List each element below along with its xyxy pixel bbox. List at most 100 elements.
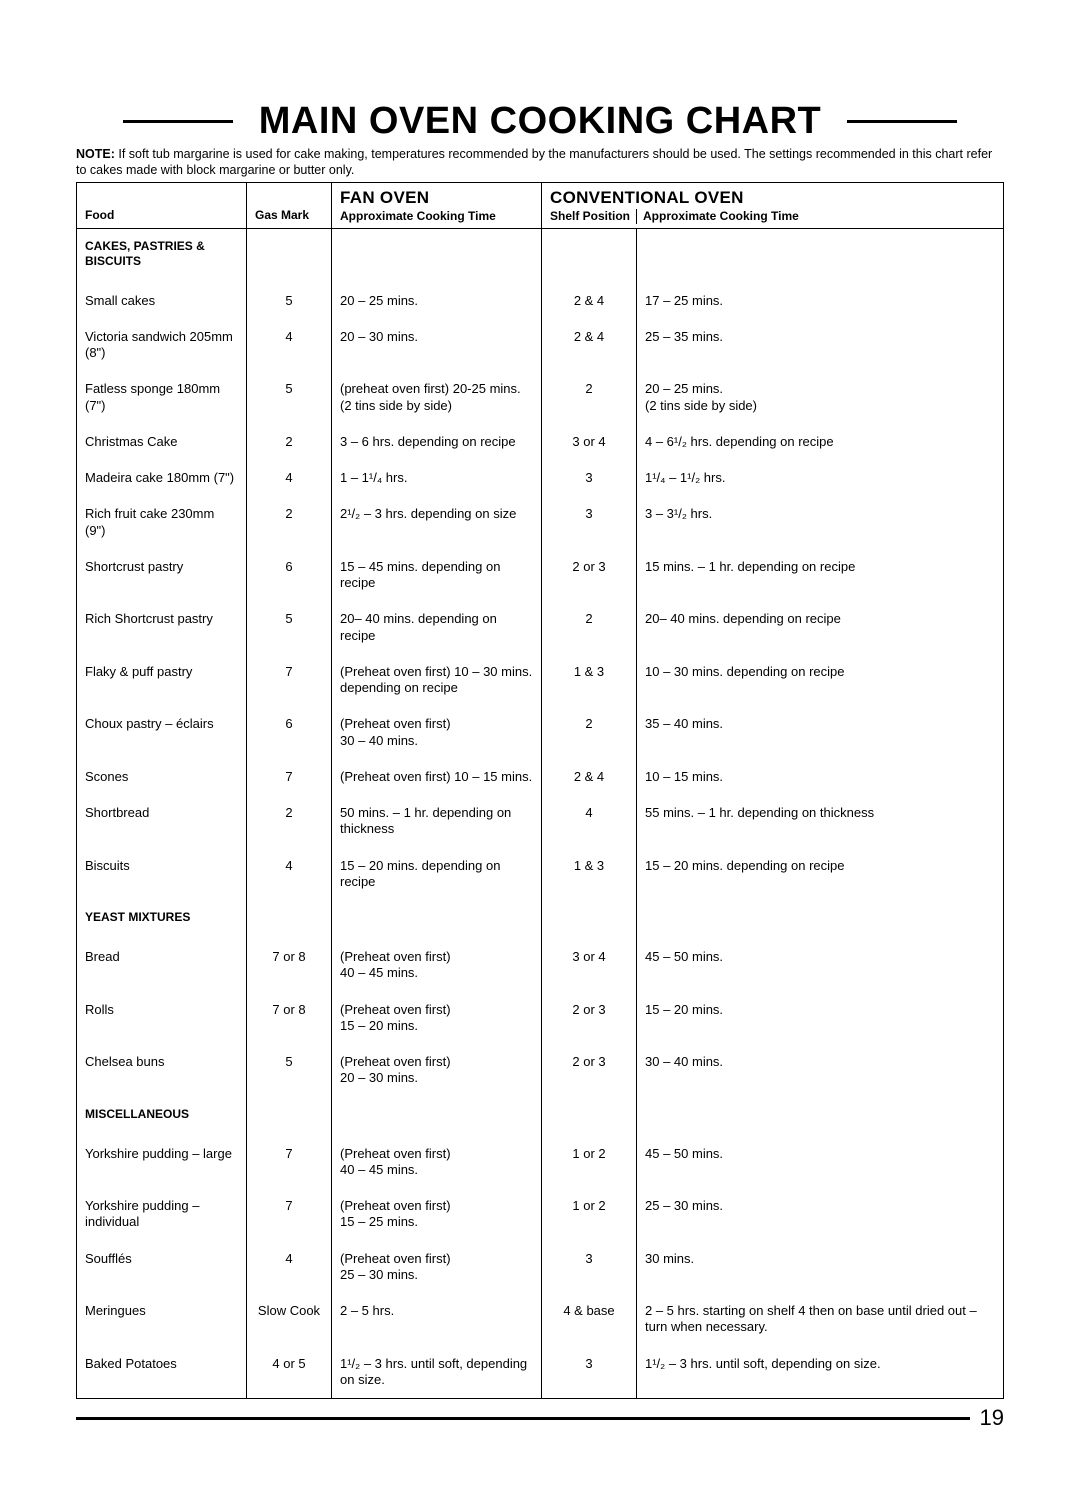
table-cell: 4	[247, 1241, 332, 1294]
table-cell: 20– 40 mins. depending on recipe	[332, 601, 542, 654]
table-cell: 5	[247, 371, 332, 424]
table-row: Fatless sponge 180mm (7")5(preheat oven …	[77, 371, 1004, 424]
section-heading-row: YEAST MIXTURES	[77, 900, 1004, 939]
table-cell: 50 mins. – 1 hr. depending on thickness	[332, 795, 542, 848]
table-cell: Biscuits	[77, 848, 247, 901]
table-cell: 15 mins. – 1 hr. depending on recipe	[637, 549, 1004, 602]
table-cell: (Preheat oven first) 10 – 30 mins. depen…	[332, 654, 542, 707]
table-cell: Yorkshire pudding – large	[77, 1136, 247, 1189]
table-cell: (Preheat oven first) 10 – 15 mins.	[332, 759, 542, 795]
table-cell: Victoria sandwich 205mm (8")	[77, 319, 247, 372]
table-cell: 7 or 8	[247, 939, 332, 992]
table-cell: (Preheat oven first)40 – 45 mins.	[332, 1136, 542, 1189]
section-empty-cell	[542, 900, 637, 939]
table-cell: (Preheat oven first)20 – 30 mins.	[332, 1044, 542, 1097]
section-empty-cell	[542, 1097, 637, 1136]
table-cell: 2 – 5 hrs. starting on shelf 4 then on b…	[637, 1293, 1004, 1346]
table-cell: 4	[247, 319, 332, 372]
table-cell: 20 – 30 mins.	[332, 319, 542, 372]
header-conv-top: CONVENTIONAL OVEN	[550, 187, 995, 208]
table-cell: 25 – 30 mins.	[637, 1188, 1004, 1241]
table-cell: Yorkshire pudding – individual	[77, 1188, 247, 1241]
cooking-chart-table: Food Gas Mark FAN OVEN Approximate Cooki…	[76, 182, 1004, 1399]
table-body: CAKES, PASTRIES & BISCUITSSmall cakes520…	[77, 228, 1004, 1399]
table-cell: 2	[247, 496, 332, 549]
table-cell: Rich fruit cake 230mm (9")	[77, 496, 247, 549]
table-cell: 5	[247, 283, 332, 319]
title-rule-right	[847, 120, 957, 123]
table-cell: (Preheat oven first)30 – 40 mins.	[332, 706, 542, 759]
section-heading-row: CAKES, PASTRIES & BISCUITS	[77, 228, 1004, 283]
table-cell: 2 – 5 hrs.	[332, 1293, 542, 1346]
page-number: 19	[970, 1405, 1004, 1431]
table-cell: 25 – 35 mins.	[637, 319, 1004, 372]
table-cell: 2	[542, 371, 637, 424]
section-empty-cell	[247, 900, 332, 939]
table-cell: Slow Cook	[247, 1293, 332, 1346]
table-cell: Soufflés	[77, 1241, 247, 1294]
table-cell: 45 – 50 mins.	[637, 939, 1004, 992]
table-cell: 4 – 6¹/₂ hrs. depending on recipe	[637, 424, 1004, 460]
table-cell: 30 – 40 mins.	[637, 1044, 1004, 1097]
table-cell: 2	[542, 706, 637, 759]
table-cell: 10 – 30 mins. depending on recipe	[637, 654, 1004, 707]
table-cell: 3 or 4	[542, 424, 637, 460]
table-cell: 4	[247, 848, 332, 901]
section-empty-cell	[637, 1097, 1004, 1136]
title-row: MAIN OVEN COOKING CHART	[76, 100, 1004, 143]
table-cell: 3	[542, 460, 637, 496]
header-conv: CONVENTIONAL OVEN Shelf Position Approxi…	[542, 183, 1004, 228]
table-cell: Rolls	[77, 992, 247, 1045]
table-row: Yorkshire pudding – large7(Preheat oven …	[77, 1136, 1004, 1189]
section-empty-cell	[637, 228, 1004, 283]
table-row: Christmas Cake23 – 6 hrs. depending on r…	[77, 424, 1004, 460]
table-cell: Chelsea buns	[77, 1044, 247, 1097]
table-row: Victoria sandwich 205mm (8")420 – 30 min…	[77, 319, 1004, 372]
header-gas-label: Gas Mark	[255, 208, 309, 222]
table-row: Scones7(Preheat oven first) 10 – 15 mins…	[77, 759, 1004, 795]
table-cell: Rich Shortcrust pastry	[77, 601, 247, 654]
table-cell: 2 & 4	[542, 319, 637, 372]
table-row: Biscuits4 15 – 20 mins. depending on reci…	[77, 848, 1004, 901]
table-cell: 2	[542, 601, 637, 654]
header-fan: FAN OVEN Approximate Cooking Time	[332, 183, 542, 228]
header-shelf-label: Shelf Position	[550, 209, 638, 224]
section-empty-cell	[332, 228, 542, 283]
table-row: MeringuesSlow Cook2 – 5 hrs.4 & base2 – …	[77, 1293, 1004, 1346]
table-cell: Shortbread	[77, 795, 247, 848]
section-empty-cell	[247, 228, 332, 283]
table-header-row: Food Gas Mark FAN OVEN Approximate Cooki…	[77, 183, 1004, 228]
table-cell: 6	[247, 549, 332, 602]
table-row: Baked Potatoes4 or 51¹/₂ – 3 hrs. until …	[77, 1346, 1004, 1399]
header-gas: Gas Mark	[247, 183, 332, 228]
header-conv-sub: Approximate Cooking Time	[636, 209, 799, 224]
table-row: Rolls7 or 8(Preheat oven first)15 – 20 m…	[77, 992, 1004, 1045]
table-cell: 1¹/₂ – 3 hrs. until soft, depending on s…	[332, 1346, 542, 1399]
table-row: Small cakes520 – 25 mins.2 & 417 – 25 mi…	[77, 283, 1004, 319]
table-row: Shortcrust pastry615 – 45 mins. dependin…	[77, 549, 1004, 602]
note-body: If soft tub margarine is used for cake m…	[76, 147, 992, 177]
table-cell: 17 – 25 mins.	[637, 283, 1004, 319]
table-row: Chelsea buns5(Preheat oven first)20 – 30…	[77, 1044, 1004, 1097]
section-heading-row: MISCELLANEOUS	[77, 1097, 1004, 1136]
page-title: MAIN OVEN COOKING CHART	[233, 100, 848, 143]
table-cell: 3	[542, 1241, 637, 1294]
section-heading: CAKES, PASTRIES & BISCUITS	[77, 228, 247, 283]
table-cell: Baked Potatoes	[77, 1346, 247, 1399]
table-cell: (preheat oven first) 20-25 mins. (2 tins…	[332, 371, 542, 424]
table-row: Choux pastry – éclairs6(Preheat oven fir…	[77, 706, 1004, 759]
table-cell: 7	[247, 654, 332, 707]
table-cell: 55 mins. – 1 hr. depending on thickness	[637, 795, 1004, 848]
table-cell: 1¹/₂ – 3 hrs. until soft, depending on s…	[637, 1346, 1004, 1399]
header-fan-top: FAN OVEN	[340, 187, 533, 208]
table-cell: 2¹/₂ – 3 hrs. depending on size	[332, 496, 542, 549]
section-empty-cell	[332, 1097, 542, 1136]
table-cell: Meringues	[77, 1293, 247, 1346]
section-empty-cell	[637, 900, 1004, 939]
table-cell: Choux pastry – éclairs	[77, 706, 247, 759]
table-cell: Bread	[77, 939, 247, 992]
table-cell: 6	[247, 706, 332, 759]
table-cell: 15 – 20 mins. depending on recipe	[637, 848, 1004, 901]
table-cell: 3	[542, 1346, 637, 1399]
table-cell: 1 – 1¹/₄ hrs.	[332, 460, 542, 496]
